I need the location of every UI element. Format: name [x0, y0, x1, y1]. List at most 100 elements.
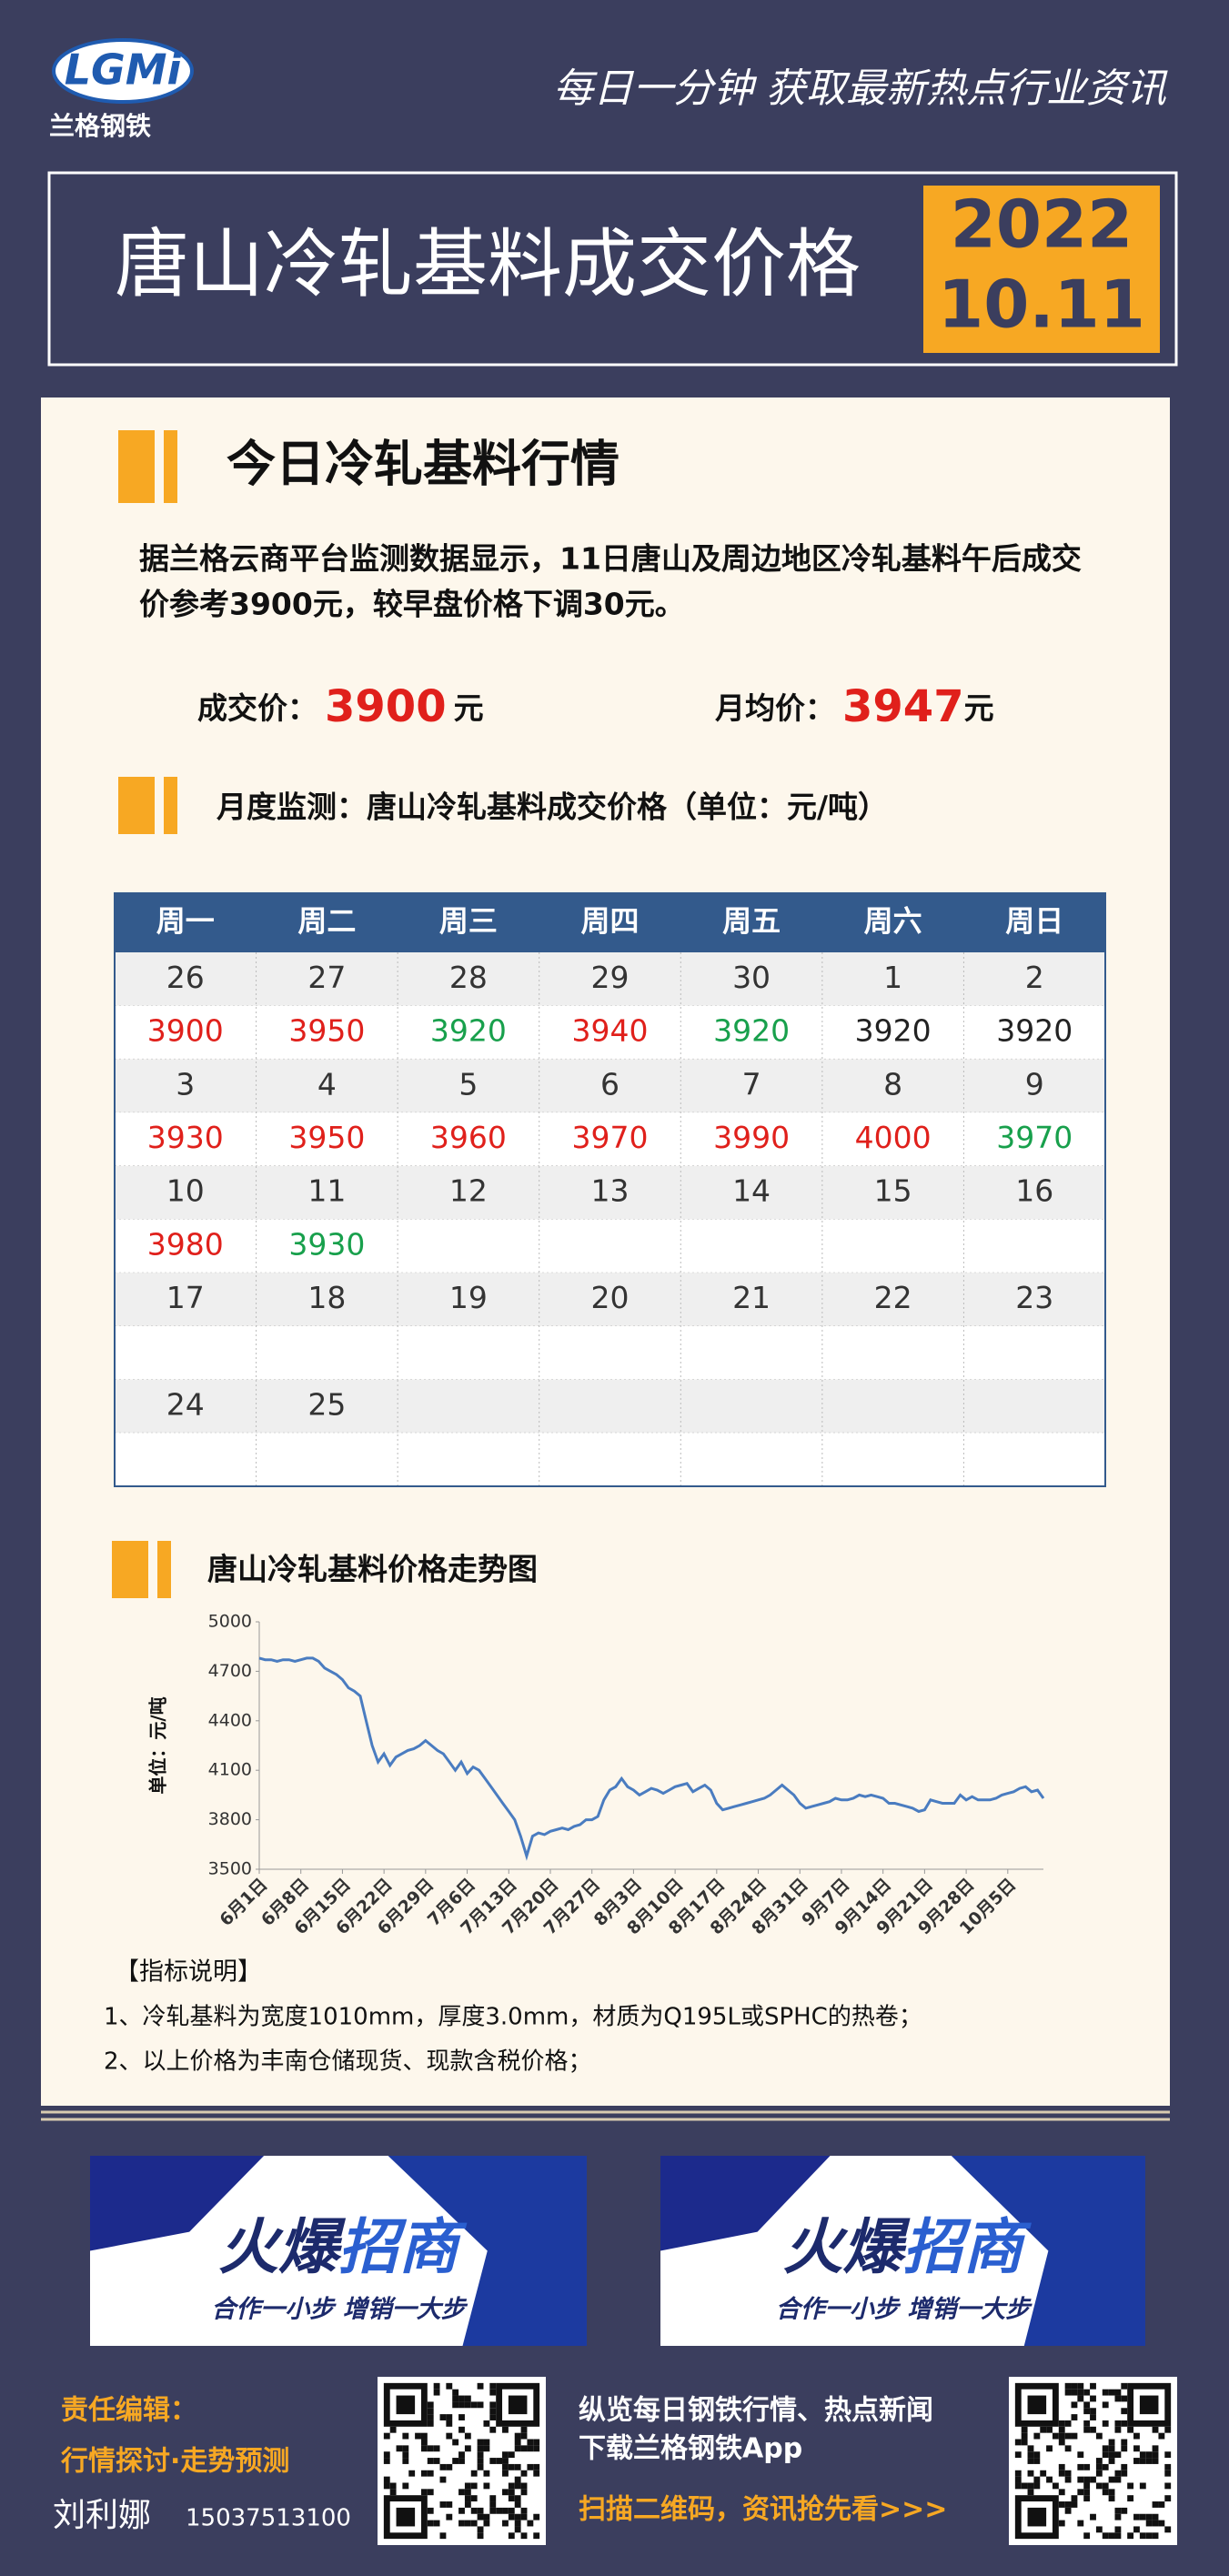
- banner-brush: [90, 2156, 265, 2251]
- qr-module: [1033, 2476, 1041, 2483]
- price-cell: 3950: [288, 1013, 365, 1049]
- title-frame: [47, 171, 1178, 367]
- qr-module: [533, 2513, 540, 2521]
- banner-title: 火爆招商: [783, 2212, 1033, 2282]
- qr-module: [520, 2532, 528, 2540]
- section-icon: [118, 777, 155, 834]
- qr-module: [1071, 2495, 1078, 2502]
- qr-module: [483, 2445, 490, 2452]
- qr-module: [433, 2382, 440, 2390]
- price-cell: 3930: [288, 1226, 365, 1262]
- qr-module: [464, 2495, 471, 2502]
- qr-module: [1014, 2451, 1022, 2459]
- table-row: [115, 1059, 1105, 1113]
- qr-module: [1102, 2463, 1109, 2470]
- date-box: [923, 186, 1160, 353]
- qr-module: [464, 2489, 471, 2496]
- qr-module: [1064, 2382, 1072, 2390]
- qr-module: [1058, 2463, 1065, 2470]
- qr-module: [1021, 2426, 1028, 2433]
- price-cell: 3920: [855, 1013, 932, 1049]
- section-title: 今日冷轧基料行情: [227, 436, 620, 493]
- qr-module: [1090, 2414, 1096, 2420]
- qr-module: [1058, 2432, 1065, 2440]
- notes-title: 【指标说明】: [115, 1958, 262, 1987]
- date-cell: 9: [1025, 1066, 1044, 1102]
- qr-module: [1164, 2526, 1172, 2533]
- price-cell: 3970: [572, 1120, 649, 1155]
- qr-module: [489, 2382, 497, 2390]
- banner-brush: [951, 2156, 1145, 2346]
- qr-module: [1090, 2382, 1096, 2390]
- qr-module: [1108, 2445, 1115, 2452]
- qr-module: [1095, 2470, 1103, 2477]
- qr-module: [1158, 2501, 1165, 2508]
- qr-module: [464, 2520, 471, 2527]
- qr-module: [1077, 2389, 1084, 2396]
- qr-module: [1108, 2476, 1115, 2483]
- qr-module: [1064, 2389, 1072, 2396]
- qr-module: [1114, 2532, 1122, 2540]
- qr-module: [458, 2458, 465, 2464]
- qr-module: [514, 2520, 521, 2527]
- qr-module: [1127, 2426, 1134, 2433]
- date-cell: 28: [449, 960, 488, 995]
- qr-module: [1090, 2513, 1096, 2521]
- qr-module: [470, 2482, 478, 2490]
- date-cell: 3: [176, 1066, 195, 1102]
- qr-module: [477, 2401, 484, 2409]
- qr-finder: [1127, 2382, 1172, 2427]
- qr-module: [477, 2445, 484, 2452]
- qr-module: [1083, 2463, 1091, 2470]
- qr-module: [1027, 2470, 1034, 2477]
- qr-module: [1058, 2489, 1065, 2496]
- qr-module: [1058, 2501, 1065, 2508]
- qr-module: [1114, 2476, 1122, 2483]
- qr-module: [439, 2476, 447, 2483]
- qr-finder: [1139, 2395, 1159, 2415]
- qr-module: [1064, 2432, 1072, 2440]
- qr-module: [1064, 2470, 1072, 2477]
- qr-module: [1064, 2420, 1072, 2427]
- qr-module: [527, 2520, 534, 2527]
- qr-module: [1164, 2451, 1172, 2459]
- qr-module: [1145, 2451, 1153, 2459]
- qr-module: [458, 2395, 465, 2402]
- qr-module: [1114, 2426, 1122, 2433]
- qr-module: [1108, 2489, 1115, 2496]
- qr-module: [420, 2432, 428, 2440]
- qr-module: [1102, 2489, 1109, 2496]
- deal-unit: 元: [454, 690, 484, 726]
- qr-module: [383, 2432, 390, 2440]
- qr-module: [1158, 2520, 1165, 2527]
- qr-module: [1021, 2432, 1028, 2440]
- qr-module: [396, 2445, 403, 2452]
- qr-module: [1064, 2476, 1072, 2483]
- date-cell: 22: [874, 1280, 912, 1315]
- price-line: [258, 1656, 1045, 1861]
- qr-module: [514, 2432, 521, 2440]
- qr-module: [1102, 2389, 1109, 2396]
- qr-module: [470, 2507, 478, 2514]
- qr-finder: [383, 2495, 428, 2540]
- avg-value: 3947: [842, 681, 964, 732]
- section-icon: [157, 1541, 171, 1598]
- qr-module: [470, 2495, 478, 2502]
- logo-mark: LGMi: [65, 45, 183, 95]
- qr-module: [502, 2489, 509, 2496]
- deal-value: 3900: [325, 681, 447, 732]
- qr-module: [1058, 2439, 1065, 2446]
- qr-module: [508, 2451, 515, 2459]
- qr-module: [1095, 2482, 1103, 2490]
- table-header: 周三: [439, 904, 498, 939]
- qr-module: [427, 2470, 434, 2477]
- qr-module: [458, 2414, 465, 2420]
- banner-brush: [660, 2156, 831, 2251]
- editor: 刘利娜: [53, 2497, 151, 2534]
- qr-module: [533, 2445, 540, 2452]
- qr-module: [1095, 2526, 1103, 2533]
- qr-module: [1114, 2395, 1122, 2402]
- qr-module: [1083, 2482, 1091, 2490]
- section-icon: [164, 777, 177, 834]
- qr-finder: [508, 2395, 528, 2415]
